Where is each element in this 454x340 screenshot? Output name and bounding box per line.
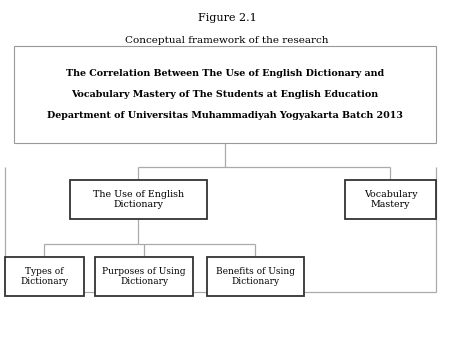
Text: Benefits of Using
Dictionary: Benefits of Using Dictionary — [216, 267, 295, 286]
Text: Types of
Dictionary: Types of Dictionary — [20, 267, 69, 286]
Text: Purposes of Using
Dictionary: Purposes of Using Dictionary — [103, 267, 186, 286]
Text: Vocabulary
Mastery: Vocabulary Mastery — [364, 190, 417, 209]
FancyBboxPatch shape — [95, 257, 193, 296]
Text: Conceptual framework of the research: Conceptual framework of the research — [125, 36, 329, 45]
FancyBboxPatch shape — [345, 180, 436, 219]
FancyBboxPatch shape — [207, 257, 304, 296]
Text: The Use of English
Dictionary: The Use of English Dictionary — [93, 190, 184, 209]
Text: The Correlation Between The Use of English Dictionary and

Vocabulary Mastery of: The Correlation Between The Use of Engli… — [47, 69, 403, 120]
Text: Figure 2.1: Figure 2.1 — [197, 13, 257, 23]
FancyBboxPatch shape — [14, 46, 436, 143]
FancyBboxPatch shape — [70, 180, 207, 219]
FancyBboxPatch shape — [5, 257, 84, 296]
